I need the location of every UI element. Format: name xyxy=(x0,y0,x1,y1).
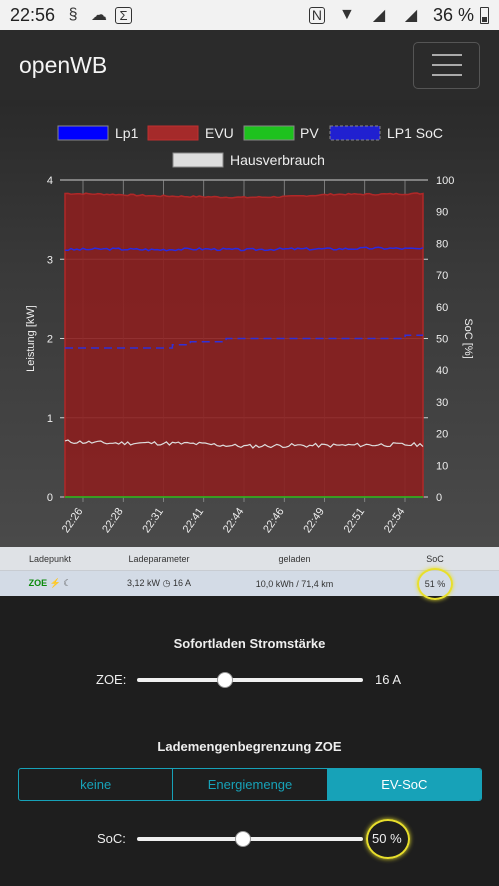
x-tick-label: 22:28 xyxy=(100,506,126,535)
legend-swatch xyxy=(147,125,199,141)
soc-slider-row: SoC: 50 % xyxy=(0,819,499,859)
y-tick-label: 4 xyxy=(47,175,53,187)
signal-icon: ◢ xyxy=(372,7,386,24)
series-evu-area xyxy=(64,192,424,498)
x-tick-label: 22:46 xyxy=(261,506,287,535)
nfc-icon: N xyxy=(308,6,325,24)
highlight-circle xyxy=(417,567,453,600)
series-lp1-soc-line xyxy=(65,334,423,349)
y-axis-label: Leistung [kW] xyxy=(25,305,37,372)
lademenge-title: Lademengenbegrenzung ZOE xyxy=(157,739,342,754)
y2-tick-label: 40 xyxy=(436,365,448,377)
legend-label: EVU xyxy=(205,125,234,141)
legend-swatch xyxy=(243,125,295,141)
table-header: Ladepunkt Ladeparameter geladen SoC xyxy=(0,547,499,570)
legend-label: Lp1 xyxy=(115,125,139,141)
menu-toggle-button[interactable] xyxy=(413,41,480,89)
mode-ev-soc-button[interactable]: EV-SoC xyxy=(327,769,481,800)
sofortladen-value: 16 A xyxy=(375,672,402,687)
moon-icon: ☾ xyxy=(63,578,72,588)
status-table: Ladepunkt Ladeparameter geladen SoC ZOE … xyxy=(0,547,499,600)
legend-swatch xyxy=(172,152,224,168)
sofortladen-slider-thumb[interactable] xyxy=(217,672,234,688)
x-tick-label: 22:44 xyxy=(221,506,247,535)
y2-tick-label: 70 xyxy=(436,270,448,282)
signal-icon: ◢ xyxy=(404,7,418,24)
y-tick-label: 3 xyxy=(47,254,53,266)
legend-label: Hausverbrauch xyxy=(230,152,325,168)
soc-slider-thumb[interactable] xyxy=(235,831,252,847)
cell-soc: 51 % xyxy=(371,567,499,600)
plug-icon: ⚡ xyxy=(49,578,61,588)
cloud-icon: ☁ xyxy=(91,7,108,24)
legend-label: PV xyxy=(300,125,319,141)
x-tick-label: 22:26 xyxy=(60,506,86,535)
header-geladen: geladen xyxy=(278,553,311,564)
series-hausverbrauch-line xyxy=(64,439,424,449)
highlight-circle xyxy=(366,819,410,859)
wifi-icon: ▼ xyxy=(339,6,355,23)
sofortladen-label: ZOE: xyxy=(96,672,127,687)
battery-icon xyxy=(480,6,489,24)
sofortladen-slider[interactable] xyxy=(137,672,363,688)
y2-tick-label: 90 xyxy=(436,207,448,219)
brand-title[interactable]: openWB xyxy=(19,51,108,78)
mode-energiemenge-button[interactable]: Energiemenge xyxy=(173,769,328,800)
x-tick-label: 22:51 xyxy=(342,506,368,535)
x-tick-label: 22:31 xyxy=(140,506,166,535)
lp-name: ZOE xyxy=(28,578,48,588)
lademenge-mode-group: keine Energiemenge EV-SoC xyxy=(18,768,482,801)
x-tick-label: 22:41 xyxy=(181,506,207,535)
power-chart: Lp1 EVU PV LP1 SoCHausverbrauch012340102030… xyxy=(25,125,474,535)
sigma-icon: Σ xyxy=(115,6,133,24)
y-tick-label: 0 xyxy=(47,492,53,504)
status-bar: 22:56 § ☁ Σ N ▼ ◢ ◢ 36 % xyxy=(0,0,499,30)
y-tick-label: 2 xyxy=(47,334,53,346)
cell-geladen: 10,0 kWh / 71,4 km xyxy=(255,578,334,589)
y2-tick-label: 0 xyxy=(436,492,442,504)
header-soc: SoC xyxy=(426,553,444,564)
navbar: openWB xyxy=(0,30,499,100)
y2-tick-label: 50 xyxy=(436,334,448,346)
battery-percent: 36 % xyxy=(432,4,474,25)
mode-keine-button[interactable]: keine xyxy=(19,769,174,800)
cell-ladeparameter: 3,12 kW ◷ 16 A xyxy=(100,578,218,589)
y2-tick-label: 30 xyxy=(436,397,448,409)
legend-label: LP1 SoC xyxy=(387,125,443,141)
chart-panel: Lp1 EVU PV LP1 SoC Hausverbrauch 0 1 2 3 4 0 10 20 30… xyxy=(0,100,499,547)
soc-label: SoC: xyxy=(97,831,126,846)
x-tick-label: 22:49 xyxy=(301,506,327,535)
hamburger-icon xyxy=(431,54,462,56)
y-tick-label: 1 xyxy=(47,413,53,425)
ladeleistung: 3,12 kW xyxy=(127,578,161,588)
header-ladepunkt: Ladepunkt xyxy=(28,553,72,564)
table-row: ZOE ⚡ ☾ 3,12 kW ◷ 16 A 10,0 kWh / 71,4 k… xyxy=(0,567,499,600)
cell-ladepunkt: ZOE ⚡ ☾ xyxy=(0,578,100,589)
y2-axis-label: SoC [%] xyxy=(462,318,474,358)
header-ladeparameter: Ladeparameter xyxy=(128,553,190,564)
sync-icon: § xyxy=(68,6,78,23)
y2-tick-label: 80 xyxy=(436,238,448,250)
y2-tick-label: 10 xyxy=(436,460,448,472)
y2-tick-label: 20 xyxy=(436,429,448,441)
series-lp1-line xyxy=(64,246,424,252)
y2-tick-label: 100 xyxy=(436,175,454,187)
status-time: 22:56 xyxy=(10,4,56,25)
legend-swatch xyxy=(57,125,109,141)
x-tick-label: 22:54 xyxy=(382,506,408,535)
y2-tick-label: 60 xyxy=(436,302,448,314)
clock-icon: ◷ xyxy=(162,578,171,588)
sofortladen-slider-row: ZOE: 16 A xyxy=(0,668,499,692)
soc-slider[interactable] xyxy=(137,831,363,847)
legend-swatch xyxy=(329,125,381,141)
sofortladen-title: Sofortladen Stromstärke xyxy=(173,636,326,651)
ladestrom: 16 A xyxy=(172,578,191,588)
